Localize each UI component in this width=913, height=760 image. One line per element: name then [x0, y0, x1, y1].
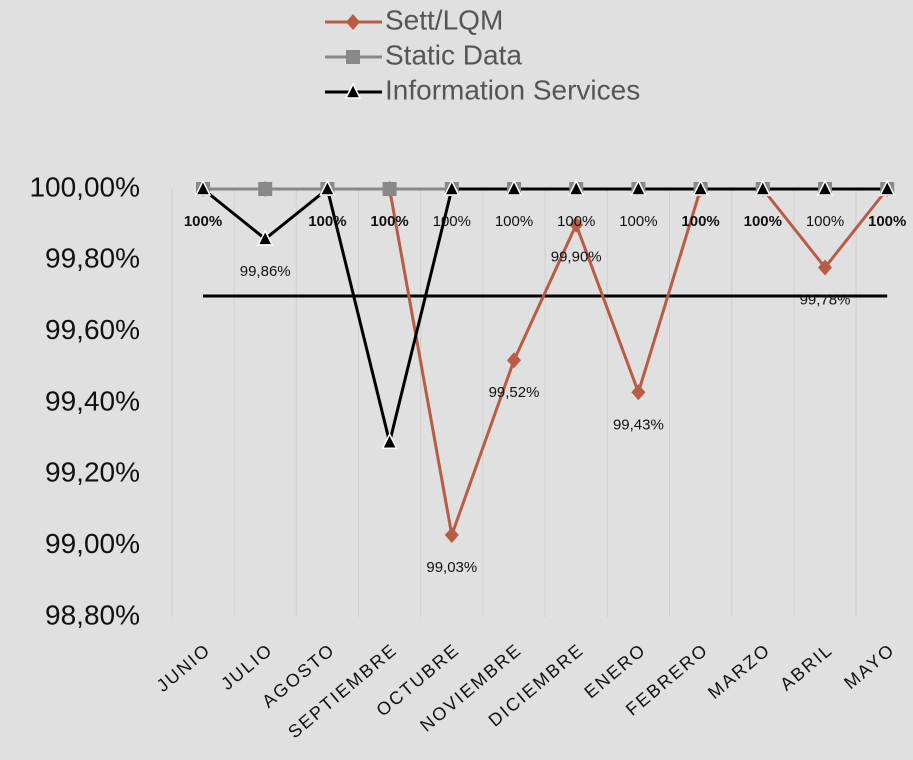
- data-label: 100%: [433, 213, 471, 230]
- data-label: 100%: [681, 213, 719, 230]
- x-tick-label: MARZO: [704, 639, 774, 703]
- data-label: 99,90%: [551, 249, 602, 266]
- data-label: 100%: [495, 213, 533, 230]
- marker: [194, 179, 212, 196]
- y-tick-label: 99,40%: [45, 385, 140, 416]
- data-label: 100%: [557, 213, 595, 230]
- marker: [382, 182, 397, 196]
- data-label: 100%: [619, 213, 657, 230]
- y-tick-label: 99,60%: [45, 314, 140, 345]
- data-label: 100%: [184, 213, 222, 230]
- x-tick-label: JULIO: [217, 639, 277, 694]
- marker: [567, 179, 585, 196]
- legend-marker: [346, 14, 360, 30]
- legend-label: Information Services: [385, 74, 640, 105]
- marker: [256, 229, 274, 246]
- x-tick-label: MAYO: [840, 639, 899, 693]
- marker: [816, 179, 834, 196]
- marker: [443, 179, 461, 196]
- y-tick-label: 99,00%: [45, 528, 140, 559]
- legend-label: Static Data: [385, 39, 522, 70]
- data-label: 100%: [308, 213, 346, 230]
- y-tick-label: 98,80%: [45, 599, 140, 630]
- y-tick-label: 100,00%: [29, 171, 140, 202]
- x-tick-label: ABRIL: [776, 639, 836, 694]
- marker: [692, 179, 709, 196]
- data-label: 99,86%: [240, 263, 291, 280]
- y-tick-label: 99,20%: [45, 457, 140, 488]
- marker: [818, 259, 832, 276]
- legend-marker: [344, 82, 362, 99]
- marker: [507, 352, 521, 369]
- marker: [569, 216, 584, 233]
- data-label: 99,78%: [800, 291, 851, 308]
- series-line: [202, 187, 888, 444]
- marker: [505, 179, 523, 196]
- data-label: 100%: [370, 213, 408, 230]
- marker: [444, 526, 459, 543]
- x-tick-label: SEPTIEMBRE: [284, 639, 401, 742]
- marker: [381, 432, 398, 449]
- marker: [631, 384, 646, 401]
- data-label: 99,03%: [426, 559, 477, 576]
- data-label: 100%: [806, 213, 844, 230]
- x-tick-label: JUNIO: [153, 639, 215, 695]
- legend-label: Sett/LQM: [385, 4, 503, 35]
- legend-marker: [346, 50, 360, 64]
- marker: [630, 179, 647, 196]
- data-label: 100%: [868, 213, 906, 230]
- marker: [754, 179, 772, 196]
- data-label: 100%: [744, 213, 782, 230]
- marker: [258, 182, 273, 196]
- marker: [878, 179, 896, 196]
- y-tick-label: 99,80%: [45, 243, 140, 274]
- data-label: 99,43%: [613, 416, 664, 433]
- marker: [319, 179, 336, 196]
- data-label: 99,52%: [489, 384, 540, 401]
